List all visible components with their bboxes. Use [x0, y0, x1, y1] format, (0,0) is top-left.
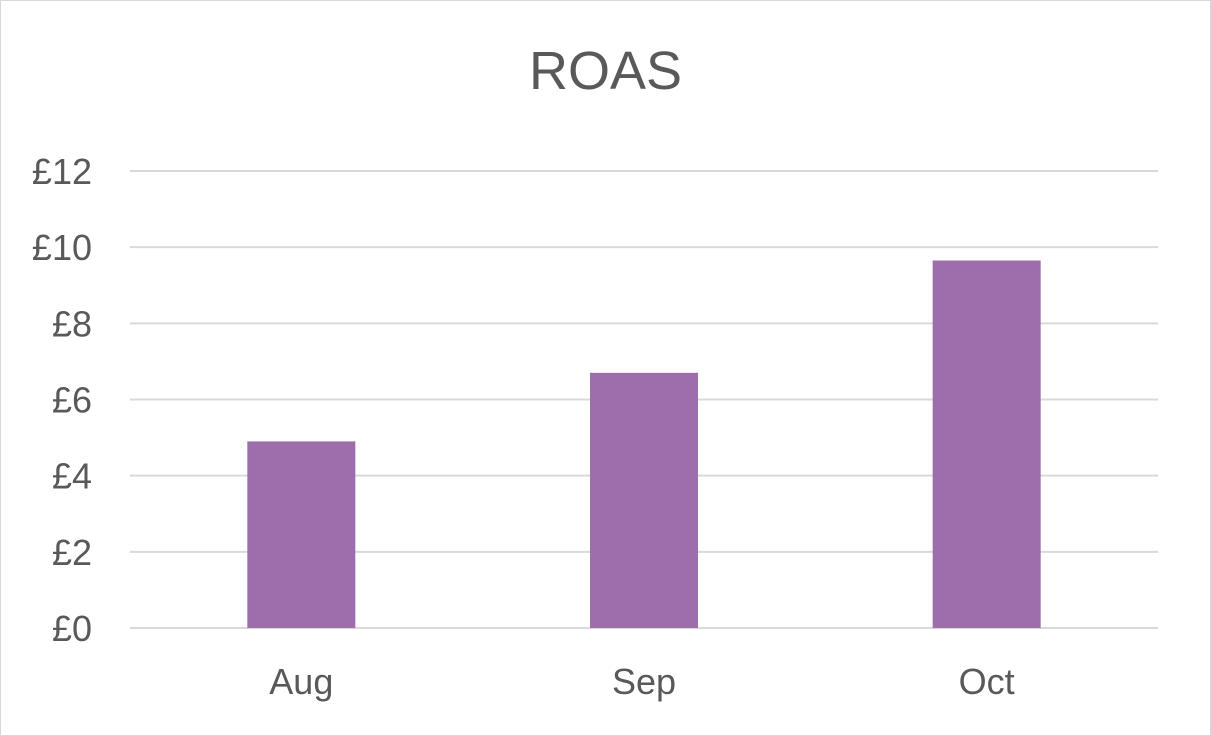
bar-oct: [932, 260, 1041, 628]
y-axis-tick-labels: £0 £2 £4 £6 £8 £10 £12: [32, 151, 92, 649]
y-tick-label: £0: [52, 608, 92, 649]
bar-aug: [247, 441, 356, 628]
y-tick-label: £2: [52, 532, 92, 573]
bar-sep: [590, 372, 698, 628]
chart-title: ROAS: [528, 41, 683, 101]
y-tick-label: £8: [52, 303, 92, 344]
y-tick-label: £4: [52, 456, 92, 497]
x-tick-label: Aug: [269, 661, 333, 702]
y-tick-label: £12: [32, 151, 92, 192]
y-tick-label: £10: [32, 227, 92, 268]
x-tick-label: Oct: [959, 661, 1015, 702]
x-tick-label: Sep: [612, 661, 676, 702]
y-tick-label: £6: [52, 380, 92, 421]
bars: [247, 260, 1041, 628]
x-axis-tick-labels: Aug Sep Oct: [269, 661, 1014, 702]
